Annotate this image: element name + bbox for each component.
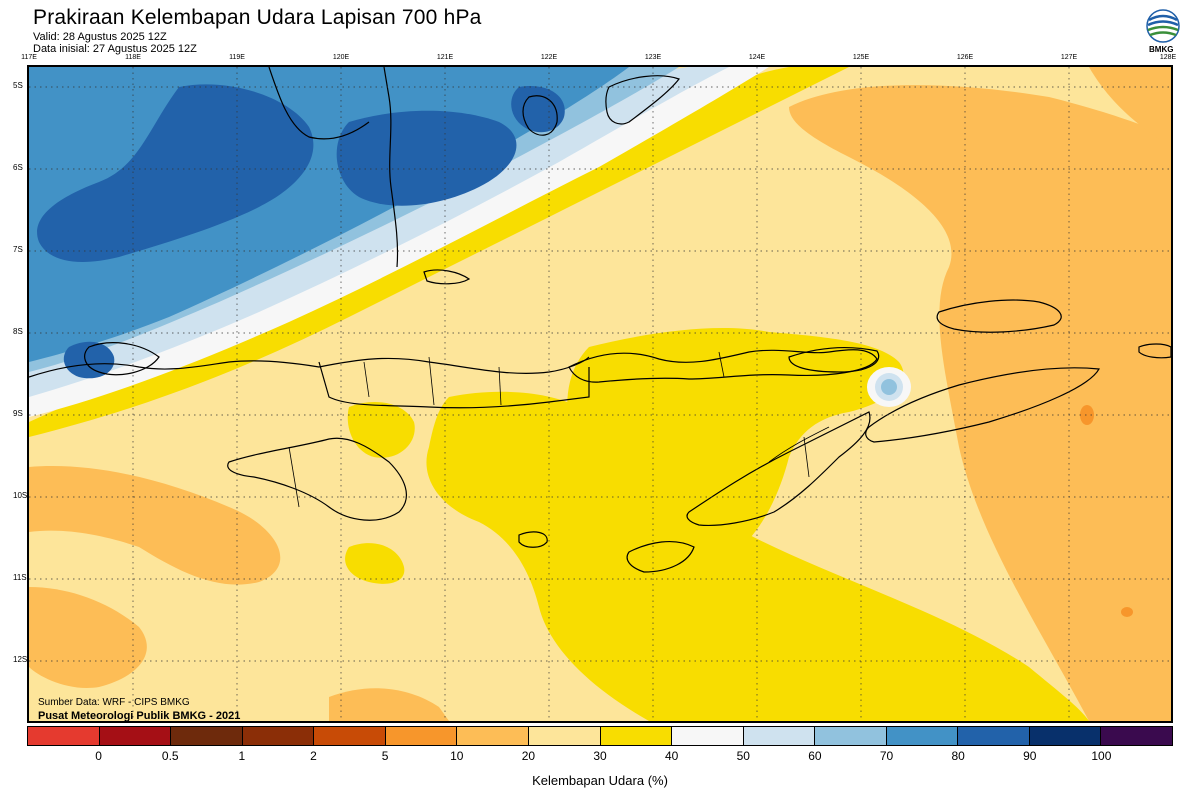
- logo-label: BMKG: [1149, 45, 1174, 54]
- colorbar-segment: [815, 727, 887, 745]
- colorbar-segment: [1029, 727, 1102, 745]
- map-title: Prakiraan Kelembapan Udara Lapisan 700 h…: [33, 6, 482, 29]
- coastlines: [29, 67, 1171, 573]
- colorbar-tick-label: 60: [808, 749, 822, 763]
- longitude-label: 126E: [956, 54, 974, 61]
- initial-time: Data inisial: 27 Agustus 2025 12Z: [33, 43, 197, 55]
- colorbar-segment: [28, 727, 100, 745]
- colorbar-tick-label: 20: [521, 749, 536, 763]
- colorbar-tick-label: 10: [450, 749, 464, 763]
- colorbar-segment: [672, 727, 744, 745]
- data-source-credit: Sumber Data: WRF - CIPS BMKG: [38, 697, 190, 708]
- latitude-label: 6S: [13, 163, 23, 172]
- longitude-label: 128E: [1159, 54, 1177, 61]
- latitude-label: 12S: [13, 655, 28, 664]
- colorbar-tick-label: 0: [95, 749, 102, 763]
- colorbar-tick-label: 100: [1091, 749, 1112, 763]
- longitude-label: 120E: [332, 54, 350, 61]
- humidity-field-map: [29, 67, 1171, 721]
- latitude-label: 5S: [13, 81, 23, 90]
- colorbar-segment: [314, 727, 386, 745]
- longitude-label: 119E: [229, 54, 245, 61]
- longitude-label: 121E: [436, 54, 454, 61]
- colorbar-segment: [600, 727, 673, 745]
- institution-credit: Pusat Meteorologi Publik BMKG - 2021: [38, 710, 241, 722]
- longitude-label: 125E: [852, 54, 870, 61]
- humidity-zone-10-20: [29, 67, 1171, 721]
- latitude-label: 7S: [13, 245, 23, 254]
- colorbar-title: Kelembapan Udara (%): [532, 773, 668, 788]
- colorbar-segment: [171, 727, 243, 745]
- colorbar-segment: [385, 727, 458, 745]
- colorbar-tick-label: 30: [593, 749, 607, 763]
- colorbar-segment: [528, 727, 601, 745]
- longitude-label: 118E: [125, 54, 141, 61]
- colorbar-tick-label: 5: [381, 749, 389, 763]
- colorbar-tick-label: 2: [310, 749, 317, 763]
- graticule: [29, 67, 1171, 721]
- latitude-label: 11S: [13, 573, 27, 582]
- longitude-label: 117E: [21, 54, 37, 61]
- longitude-label: 127E: [1060, 54, 1078, 61]
- colorbar-segment: [958, 727, 1030, 745]
- humidity-colorbar: [27, 726, 1173, 746]
- colorbar-tick-label: 0.5: [161, 749, 179, 763]
- colorbar-tick-label: 80: [951, 749, 965, 763]
- longitude-label: 124E: [748, 54, 766, 61]
- admin-boundaries: [288, 351, 830, 508]
- colorbar-tick-label: 90: [1023, 749, 1037, 763]
- latitude-label: 9S: [13, 409, 23, 418]
- colorbar-segment: [242, 727, 315, 745]
- colorbar-tick-label: 70: [879, 749, 894, 763]
- colorbar-segment: [743, 727, 816, 745]
- bmkg-logo-icon: [1146, 9, 1180, 43]
- latitude-label: 10S: [13, 491, 28, 500]
- map-panel: [27, 65, 1173, 723]
- colorbar-segment: [1101, 727, 1172, 745]
- colorbar-tick-label: 1: [238, 749, 246, 763]
- longitude-label: 122E: [540, 54, 558, 61]
- colorbar-segment: [99, 727, 172, 745]
- colorbar-segment: [886, 727, 959, 745]
- humidity-zone-5-10: [1080, 405, 1133, 617]
- longitude-label: 123E: [644, 54, 662, 61]
- colorbar-segment: [457, 727, 529, 745]
- colorbar-tick-label: 50: [736, 749, 750, 763]
- colorbar-tick-label: 40: [664, 749, 679, 763]
- valid-time: Valid: 28 Agustus 2025 12Z: [33, 31, 167, 43]
- humidity-zone-80-90: [37, 84, 565, 379]
- latitude-label: 8S: [13, 327, 23, 336]
